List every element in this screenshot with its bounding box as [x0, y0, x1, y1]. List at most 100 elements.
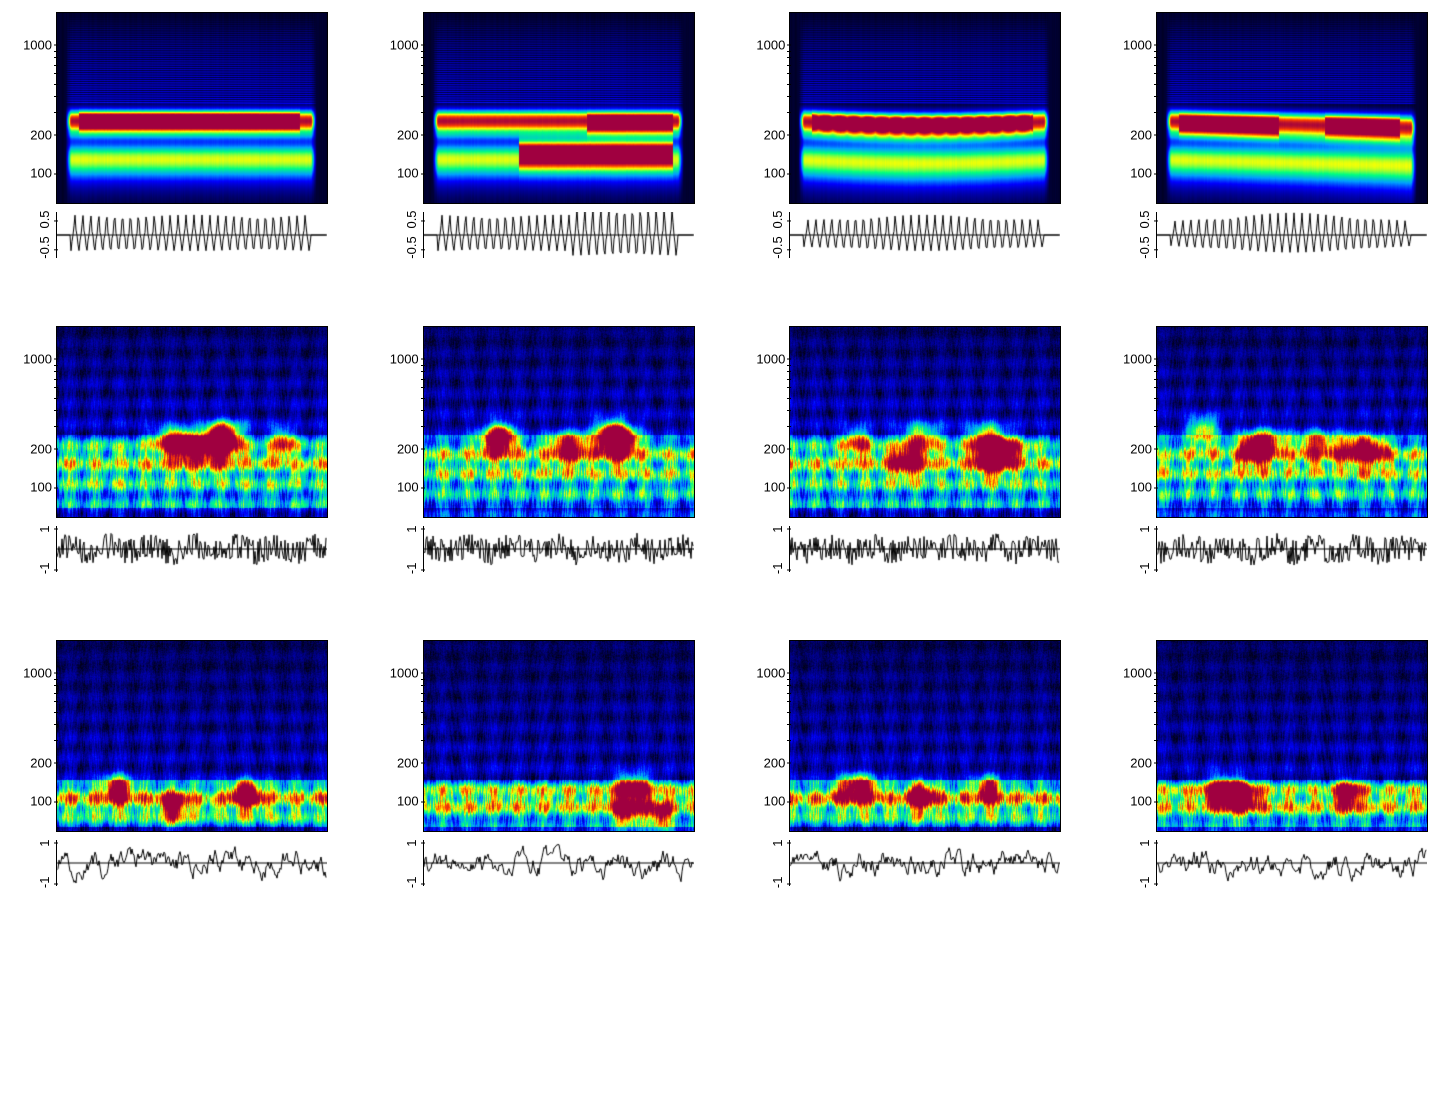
waveform-wrap: -11 — [387, 840, 694, 886]
panel-cell: 1002001000-11 — [387, 640, 695, 886]
spectrogram-yaxis: 1002001000 — [753, 640, 789, 830]
axis-tick: -0.5 — [404, 237, 419, 262]
axis-tick: -1 — [1137, 562, 1152, 577]
axis-tick: 200 — [1130, 441, 1152, 456]
waveform — [423, 212, 694, 258]
panel-cell: 1002001000-11 — [1120, 326, 1428, 572]
axis-tick: 1 — [1137, 835, 1152, 850]
tick-label: 0.5 — [404, 210, 419, 228]
axis-tick: -1 — [404, 562, 419, 577]
panel-cell: 1002001000 -0.5 0.5 — [1120, 12, 1428, 258]
spectrogram-yaxis: 1002001000 — [20, 326, 56, 516]
tick-label: 0.5 — [37, 210, 52, 228]
figure-grid: 1002001000-0.50.51002001000-0.50.5100200… — [0, 0, 1448, 1107]
waveform-yaxis: -11 — [20, 526, 56, 572]
waveform-yaxis: -11 — [1120, 526, 1156, 572]
panel-cell: 1002001000-11 — [1120, 640, 1428, 886]
spectrogram-wrap: 1002001000 — [387, 12, 695, 204]
axis-tick: 200 — [30, 127, 52, 142]
spectrogram-yaxis: 1002001000 — [1120, 326, 1156, 516]
axis-tick: 1 — [1137, 521, 1152, 536]
spectrogram-wrap: 1002001000 — [1120, 326, 1428, 518]
axis-tick: 100 — [30, 794, 52, 809]
axis-tick: 1 — [770, 521, 785, 536]
tick-label: -1 — [1137, 877, 1152, 889]
axis-tick: 200 — [1130, 755, 1152, 770]
tick-label: -1 — [770, 563, 785, 575]
waveform-wrap: -11 — [20, 526, 327, 572]
spectrogram-yaxis: 1002001000 — [387, 326, 423, 516]
tick-label: -1 — [404, 877, 419, 889]
waveform — [423, 526, 694, 572]
axis-tick: -0.5 — [1137, 237, 1152, 262]
spectrogram-wrap: 1002001000 — [753, 12, 1061, 204]
axis-tick: 200 — [397, 755, 419, 770]
axis-tick: 200 — [764, 127, 786, 142]
spectrogram-yaxis: 1002001000 — [387, 12, 423, 202]
waveform-yaxis: -1 1 — [753, 840, 789, 886]
axis-tick: 100 — [30, 480, 52, 495]
tick-label: -0.5 — [1137, 237, 1152, 259]
spectrogram — [423, 326, 695, 518]
tick-label: -0.5 — [37, 237, 52, 259]
waveform — [1156, 526, 1427, 572]
axis-tick: 100 — [397, 480, 419, 495]
axis-tick: 200 — [764, 755, 786, 770]
panel-cell: 1002001000-0.50.5 — [20, 12, 328, 258]
spectrogram-wrap: 1002001000 — [753, 640, 1061, 832]
panel-cell: 1002001000-0.50.5 — [753, 12, 1061, 258]
panel-row: 1002001000-111002001000-111002001000-111… — [0, 326, 1448, 572]
axis-tick: 0.5 — [1137, 210, 1152, 231]
spectrogram-wrap: 1002001000 — [387, 326, 695, 518]
spectrogram — [1156, 326, 1428, 518]
axis-tick: 1000 — [756, 665, 785, 680]
spectrogram-yaxis: 1002001000 — [753, 12, 789, 202]
axis-tick: 1000 — [23, 351, 52, 366]
waveform-wrap: -11 — [1120, 526, 1427, 572]
spectrogram-yaxis: 1002001000 — [1120, 12, 1156, 202]
spectrogram-wrap: 1002001000 — [1120, 640, 1428, 832]
tick-label: -1 — [37, 877, 52, 889]
spectrogram — [1156, 640, 1428, 832]
waveform-wrap: -1 1 — [753, 840, 1060, 886]
waveform — [56, 526, 327, 572]
tick-label: -1 — [404, 563, 419, 575]
axis-tick: 1000 — [756, 37, 785, 52]
axis-tick: -1 — [770, 562, 785, 577]
waveform-wrap: -0.5 0.5 — [387, 212, 694, 258]
axis-tick: 1000 — [390, 351, 419, 366]
panel-row: 1002001000-0.50.51002001000-0.50.5100200… — [0, 12, 1448, 258]
waveform-yaxis: -0.5 0.5 — [20, 212, 56, 258]
axis-tick: -1 — [37, 876, 52, 891]
tick-label: 1 — [770, 839, 785, 846]
panel-row: 1002001000-111002001000-111002001000-111… — [0, 640, 1448, 886]
spectrogram-yaxis: 1002001000 — [20, 640, 56, 830]
waveform-wrap: -11 — [20, 840, 327, 886]
waveform-wrap: -11 — [1120, 840, 1427, 886]
spectrogram-wrap: 1002001000 — [20, 640, 328, 832]
axis-tick: 1000 — [390, 37, 419, 52]
axis-tick: 1 — [404, 835, 419, 850]
spectrogram — [423, 12, 695, 204]
spectrogram-wrap: 1002001000 — [20, 326, 328, 518]
axis-tick: 100 — [1130, 480, 1152, 495]
tick-label: -0.5 — [404, 237, 419, 259]
spectrogram-yaxis: 1002001000 — [20, 12, 56, 202]
tick-label: 1 — [37, 525, 52, 532]
waveform-yaxis: -11 — [387, 840, 423, 886]
axis-tick: 100 — [1130, 794, 1152, 809]
axis-tick: 1000 — [23, 37, 52, 52]
spectrogram-wrap: 1002001000 — [753, 326, 1061, 518]
axis-tick: 1 — [404, 521, 419, 536]
axis-tick: 100 — [1130, 166, 1152, 181]
waveform-wrap: -11 — [387, 526, 694, 572]
axis-tick: 200 — [764, 441, 786, 456]
tick-label: 0.5 — [770, 210, 785, 228]
tick-label: -1 — [770, 877, 785, 889]
waveform-yaxis: -0.5 0.5 — [753, 212, 789, 258]
axis-tick: 0.5 — [37, 210, 52, 231]
axis-tick: 0.5 — [770, 210, 785, 231]
waveform — [423, 840, 694, 886]
tick-label: -0.5 — [770, 237, 785, 259]
panel-cell: 1002001000 -11 — [20, 326, 328, 572]
